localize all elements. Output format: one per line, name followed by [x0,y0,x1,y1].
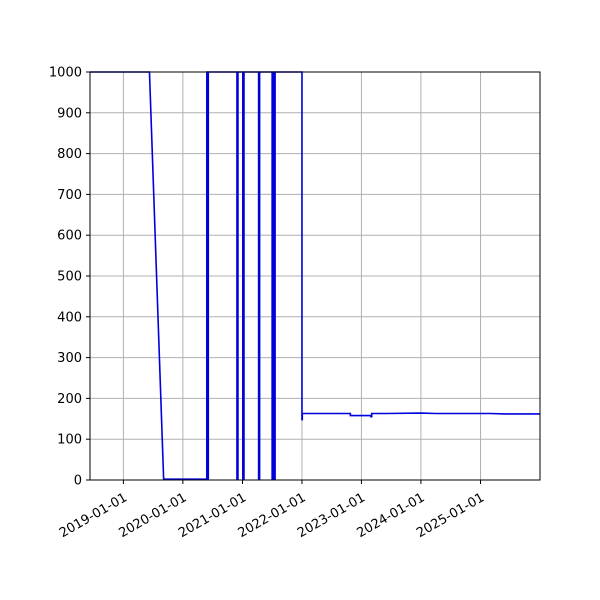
y-tick-label: 400 [57,310,82,325]
y-tick-label: 200 [57,392,82,407]
plot-area [90,71,540,480]
y-axis: 0 100 200 300 400 500 600 700 800 900 1000 [49,66,90,489]
y-tick-label: 800 [57,147,82,162]
y-tick-label: 0 [74,474,82,489]
y-tick-label: 100 [57,433,82,448]
y-tick-label: 300 [57,351,82,366]
y-tick-label: 700 [57,188,82,203]
y-tick-label: 1000 [49,66,82,81]
y-tick-label: 500 [57,270,82,285]
y-tick-label: 900 [57,106,82,121]
series-line [90,71,540,480]
y-tick-label: 600 [57,229,82,244]
